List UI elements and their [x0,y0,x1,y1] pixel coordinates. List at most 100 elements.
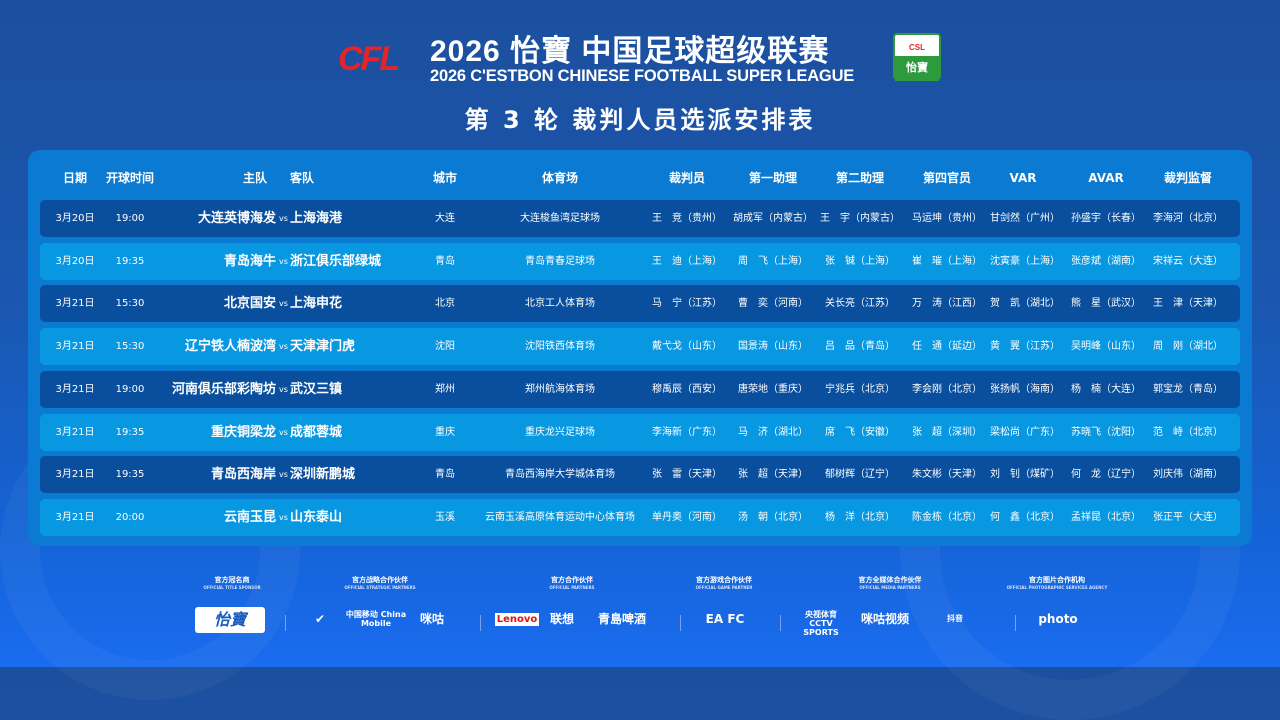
cell-stadium: 北京工人体育场 [525,298,595,310]
cell-date: 3月21日 [55,341,95,353]
cell-ar1: 胡成军（内蒙古） [733,213,813,224]
cell-fourth: 任 通（延边） [912,341,982,353]
cell-var: 黄 翼（江苏） [990,341,1060,353]
cell-avar: 孙盛宇（长春） [1071,213,1141,224]
cell-fourth: 陈金栋（北京） [912,511,982,523]
table-row: 3月21日 15:30 沈阳 沈阳铁西体育场 戴弋戈（山东） 国景涛（山东） 吕 品（青岛）… [40,328,1240,366]
vs-label: vs [279,299,288,309]
table-header: 日期 开球时间 主队 客队 城市 体育场 裁判员 第一助理 第二助理 第四官员 … [40,160,1240,197]
cell-referee: 穆禹辰（西安） [652,383,722,395]
sponsor-category: 官方合作伙伴 OFFICIAL PARTNERS [507,575,637,590]
cell-var: 梁松尚（广东） [990,426,1060,438]
sponsor-logo: Lenovo [495,613,539,626]
divider [285,615,286,631]
table-row: 3月21日 19:35 重庆 重庆龙兴足球场 李海新（广东） 马 济（湖北） 席 飞（安徽）… [40,413,1240,451]
away-team: 上海申花 [290,296,343,312]
vs-label: vs [279,427,288,437]
vs-label: vs [279,470,288,480]
cell-ar2: 郁树辉（辽宁） [825,469,895,481]
col-ar2: 第二助理 [835,171,884,185]
cell-ar1: 周 飞（上海） [738,255,808,267]
sponsor-category: 官方冠名商 OFFICIAL TITLE SPONSOR [167,575,297,590]
cell-avar: 何 龙（辽宁） [1071,469,1141,481]
sponsor-logo: photo [1038,612,1078,626]
away-team: 上海海港 [290,211,343,226]
cell-ar1: 唐荣地（重庆） [738,383,808,395]
divider [1015,615,1016,631]
cell-stadium: 郑州航海体育场 [525,383,595,395]
cell-time: 20:00 [115,511,145,523]
cell-city: 青岛 [435,255,455,267]
cell-referee: 戴弋戈（山东） [652,341,722,353]
cell-ar2: 杨 洋（北京） [825,511,895,523]
cell-avar: 吴明峰（山东） [1071,341,1141,353]
cell-referee: 王 迪（上海） [652,255,722,267]
cell-referee: 李海新（广东） [652,426,722,438]
cell-date: 3月20日 [55,213,95,224]
cell-ar1: 曹 奕（河南） [738,298,808,310]
home-team: 大连英博海发 [197,211,276,226]
table-row: 3月20日 19:00 大连 大连梭鱼湾足球场 王 竞（贵州） 胡成军（内蒙古） 王 宇（内… [40,200,1240,237]
sponsor-category: 官方战略合作伙伴 OFFICIAL STRATEGIC PARTNERS [315,575,445,590]
sponsor-category-en: OFFICIAL STRATEGIC PARTNERS [344,585,416,590]
cell-ar2: 关长亮（江苏） [825,298,895,310]
sponsor-logo: 咪咕 [419,612,444,626]
cell-ar1: 马 济（湖北） [738,426,808,438]
sponsor-category-en: OFFICIAL TITLE SPONSOR [203,585,261,590]
sponsor-category-cn: 官方全媒体合作伙伴 [858,576,922,584]
away-team: 深圳新鹏城 [290,467,356,483]
sponsor-category: 官方游戏合作伙伴 OFFICIAL GAME PARTNER [659,575,789,590]
sponsor-category: 官方全媒体合作伙伴 OFFICIAL MEDIA PARTNERS [825,575,955,590]
cell-supervisor: 刘庆伟（湖南） [1153,469,1223,481]
cell-fourth: 崔 璀（上海） [912,255,982,267]
col-referee: 裁判员 [668,171,705,185]
cell-city: 郑州 [435,383,455,395]
home-team: 河南俱乐部彩陶坊 [171,381,276,397]
page-subtitle: 2026 C'ESTBON CHINESE FOOTBALL SUPER LEA… [430,67,855,85]
cell-fourth: 马运坤（贵州） [912,213,982,224]
cell-avar: 熊 星（武汉） [1071,298,1141,310]
cell-stadium: 沈阳铁西体育场 [525,341,595,353]
cell-time: 19:35 [115,255,145,267]
cell-avar: 苏晓飞（沈阳） [1071,426,1141,438]
cell-date: 3月21日 [55,383,95,395]
header: CFL 2026 怡寶 中国足球超级联赛 2026 C'ESTBON CHINE… [0,0,1280,140]
cell-time: 19:35 [115,426,145,438]
cell-referee: 王 竞（贵州） [652,213,722,224]
cell-supervisor: 张正平（大连） [1153,511,1223,523]
sponsor-logo: 青島啤酒 [597,612,646,626]
cell-stadium: 青岛青春足球场 [525,255,595,267]
col-supervisor: 裁判监督 [1163,171,1212,185]
sponsor-logo: 咪咕视频 [860,612,909,626]
cell-stadium: 青岛西海岸大学城体育场 [505,469,615,481]
vs-label: vs [279,214,288,223]
cell-ar2: 席 飞（安徽） [825,426,895,438]
cell-supervisor: 周 刚（湖北） [1153,341,1223,353]
sponsor-logo: EA FC [705,612,745,626]
sponsor-logo: 怡寶 [195,607,265,633]
sponsor-category-en: OFFICIAL MEDIA PARTNERS [859,585,921,590]
cell-city: 沈阳 [435,341,455,353]
cell-date: 3月21日 [55,469,95,481]
cell-var: 刘 钊（煤矿） [990,469,1060,481]
col-city: 城市 [432,171,457,185]
divider [780,615,781,631]
cell-var: 甘剑然（广州） [990,213,1060,224]
vs-label: vs [279,384,288,394]
cell-referee: 马 宁（江苏） [652,298,722,310]
cell-ar1: 张 超（天津） [738,469,808,481]
col-ar1: 第一助理 [748,171,797,185]
cell-supervisor: 范 峙（北京） [1153,426,1223,438]
away-team: 武汉三镇 [290,381,343,397]
home-team: 青岛西海岸 [210,467,276,483]
round-title: 第 3 轮 裁判人员选派安排表 [464,106,816,134]
sponsor-logo: 联想 [549,612,574,626]
vs-label: vs [279,256,288,266]
col-home: 主队 [242,171,267,185]
cell-referee: 张 雷（天津） [652,469,722,481]
cell-var: 何 鑫（北京） [990,511,1060,523]
cell-avar: 杨 楠（大连） [1071,383,1141,395]
cell-time: 15:30 [115,341,145,353]
cell-stadium: 大连梭鱼湾足球场 [520,213,600,224]
cell-fourth: 朱文彬（天津） [912,469,982,481]
